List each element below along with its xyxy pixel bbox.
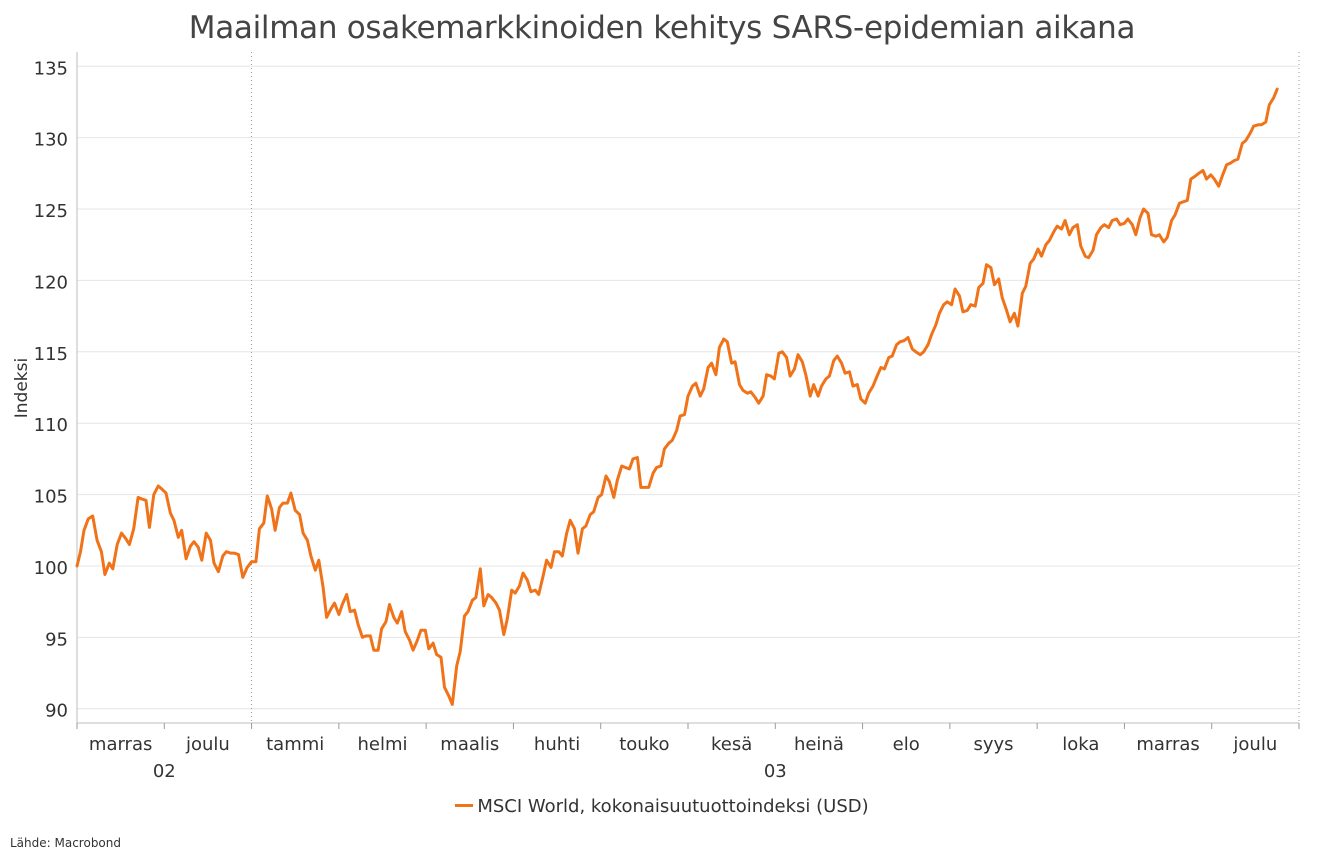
x-tick-label: syys [973,734,1013,755]
y-tick-label: 95 [45,629,68,650]
x-tick-label: helmi [357,734,407,755]
x-year-label: 03 [764,761,787,782]
x-tick-label: huhti [534,734,580,755]
legend-label: MSCI World, kokonaisuutuottoindeksi (USD… [477,796,869,817]
y-tick-label: 135 [34,58,68,79]
legend: MSCI World, kokonaisuutuottoindeksi (USD… [0,796,1324,817]
y-tick-label: 130 [34,130,68,151]
x-tick-label: joulu [185,734,230,755]
chart-title: Maailman osakemarkkinoiden kehitys SARS-… [188,10,1136,46]
series-lines [75,87,1279,706]
x-tick-label: tammi [266,734,324,755]
x-tick-label: elo [893,734,920,755]
y-axis-label: Indeksi [12,358,32,418]
x-tick-label: loka [1062,734,1099,755]
x-tick-label: heinä [794,734,844,755]
chart-plot: 90 95 100 105 110 115 120 125 130 135 marras joulu… [12,52,1300,782]
series-line [75,87,1279,706]
x-tick-label: kesä [711,734,752,755]
legend-swatch [455,803,474,807]
y-tick-label: 110 [34,415,68,436]
y-tick-label: 100 [34,558,68,579]
x-tick-labels: marras joulu tammi helmi maalis huhti touko kes… [89,734,1277,782]
y-tick-label: 115 [34,344,68,365]
x-tick-label: touko [619,734,669,755]
y-tick-label: 125 [34,201,68,222]
x-tick-label: marras [89,734,152,755]
y-tick-label: 120 [34,272,68,293]
x-tick-label: maalis [440,734,499,755]
source-note: Lähde: Macrobond [10,836,121,850]
x-tick-label: marras [1136,734,1199,755]
grid-lines [77,65,1299,710]
y-tick-label: 90 [45,701,68,722]
y-tick-label: 105 [34,487,68,508]
x-year-label: 02 [153,761,176,782]
y-tick-labels: 90 95 100 105 110 115 120 125 130 135 [34,58,68,721]
x-tick-label: joulu [1232,734,1277,755]
axes [76,52,1300,729]
